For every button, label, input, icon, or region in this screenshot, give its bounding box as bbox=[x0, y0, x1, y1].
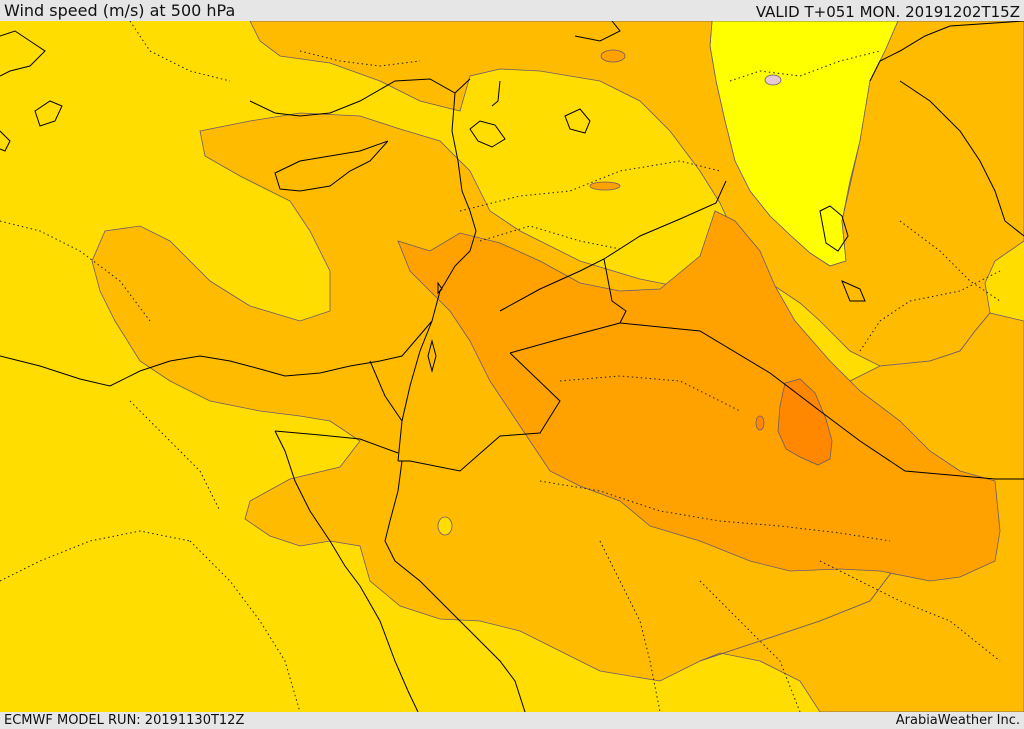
model-run-label: ECMWF MODEL RUN: 20191130T12Z bbox=[4, 713, 245, 728]
coastlines bbox=[0, 21, 1024, 712]
small-contour-core bbox=[755, 415, 765, 431]
small-contour-north-2 bbox=[589, 181, 621, 191]
brand-label: ArabiaWeather Inc. bbox=[895, 713, 1020, 728]
admin-boundaries bbox=[0, 21, 1001, 712]
map-header: Wind speed (m/s) at 500 hPa VALID T+051 … bbox=[0, 0, 1024, 21]
band-strongest-core bbox=[777, 378, 833, 466]
map-footer: ECMWF MODEL RUN: 20191130T12Z ArabiaWeat… bbox=[0, 712, 1024, 729]
country-borders bbox=[274, 180, 1024, 480]
wind-speed-map[interactable] bbox=[0, 21, 1024, 712]
valid-time: VALID T+051 MON. 20191202T15Z bbox=[755, 3, 1020, 21]
map-title: Wind speed (m/s) at 500 hPa bbox=[4, 1, 236, 20]
weak-wind-spot bbox=[764, 74, 782, 86]
small-contour-north-1 bbox=[600, 49, 626, 63]
small-contour-lake bbox=[437, 516, 453, 536]
band-strong-area bbox=[397, 210, 1001, 582]
